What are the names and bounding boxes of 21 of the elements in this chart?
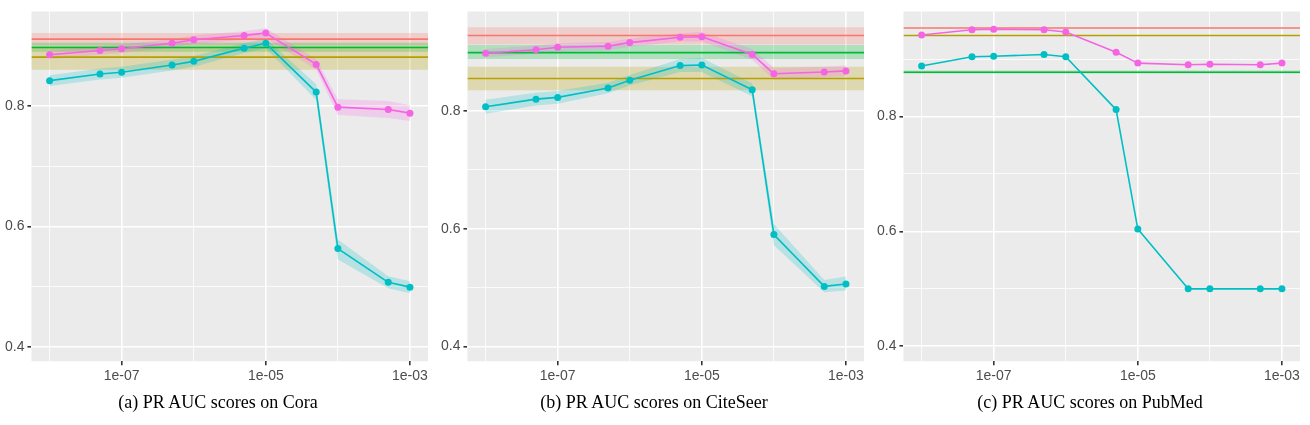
y-tick-label: 0.8 — [440, 101, 461, 118]
text: (c) PR AUC scores on PubMed — [977, 392, 1203, 413]
x-tick-label: 1e-05 — [683, 367, 720, 384]
text: (b) PR AUC scores on CiteSeer — [540, 392, 768, 413]
y-tick-label: 0.6 — [876, 222, 897, 239]
y-tick-label: 0.4 — [876, 337, 897, 354]
y-tick-label: 0.8 — [4, 96, 25, 113]
y-tick-label: 0.8 — [876, 107, 897, 124]
x-tick-label: 1e-07 — [975, 367, 1012, 384]
x-tick-label: 1e-03 — [392, 367, 429, 384]
x-tick-label: 1e-07 — [103, 367, 140, 384]
x-tick-label: 1e-03 — [828, 367, 865, 384]
x-tick-label: 1e-05 — [1119, 367, 1156, 384]
y-tick-label: 0.6 — [440, 219, 461, 236]
y-tick-label: 0.4 — [440, 337, 461, 354]
y-tick-label: 0.6 — [4, 217, 25, 234]
y-tick-label: 0.4 — [4, 337, 25, 354]
x-tick-label: 1e-05 — [247, 367, 284, 384]
x-tick-label: 1e-07 — [539, 367, 576, 384]
x-tick-label: 1e-03 — [1264, 367, 1301, 384]
text: (a) PR AUC scores on Cora — [118, 392, 318, 413]
